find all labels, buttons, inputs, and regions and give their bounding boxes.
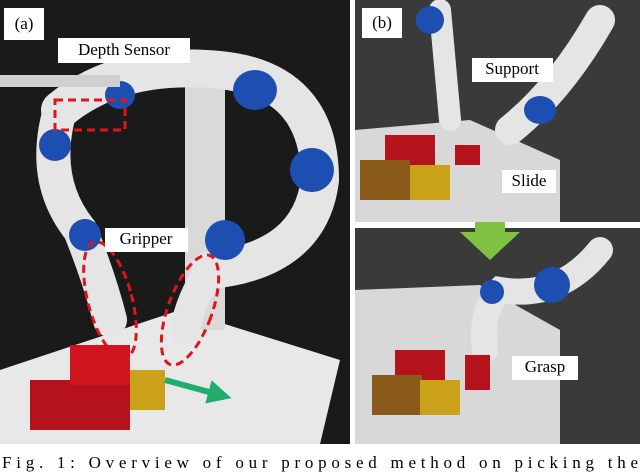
label-bg	[502, 170, 556, 193]
photo-a	[0, 0, 350, 444]
label-bg	[58, 38, 190, 63]
label-bg	[512, 356, 578, 380]
label-bg	[4, 8, 44, 40]
annotation: Support	[485, 59, 539, 78]
annotation: Gripper	[120, 229, 173, 248]
label-bg	[472, 58, 553, 82]
annotation: Grasp	[525, 357, 566, 376]
photo-b-top	[355, 0, 640, 222]
photo-b-bottom	[355, 228, 640, 444]
annotation: Slide	[512, 171, 547, 190]
label-bg	[362, 8, 402, 38]
label-bg	[105, 228, 188, 252]
panel-label: (b)	[372, 13, 392, 32]
arrow	[460, 222, 520, 260]
panel-label: (a)	[15, 14, 34, 33]
caption: Fig. 1: Overview of our proposed method …	[2, 453, 638, 472]
annotation: Depth Sensor	[78, 40, 170, 59]
